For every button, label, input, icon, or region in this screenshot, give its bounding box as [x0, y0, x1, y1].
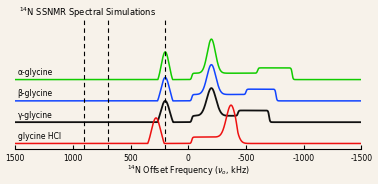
Text: β-glycine: β-glycine — [17, 89, 53, 98]
Text: α-glycine: α-glycine — [17, 68, 53, 77]
Text: glycine HCl: glycine HCl — [17, 132, 61, 141]
Text: γ-glycine: γ-glycine — [17, 111, 52, 120]
Text: $^{14}$N SSNMR Spectral Simulations: $^{14}$N SSNMR Spectral Simulations — [19, 6, 156, 20]
X-axis label: $^{14}$N Offset Frequency ($\nu_o$, kHz): $^{14}$N Offset Frequency ($\nu_o$, kHz) — [127, 164, 250, 178]
